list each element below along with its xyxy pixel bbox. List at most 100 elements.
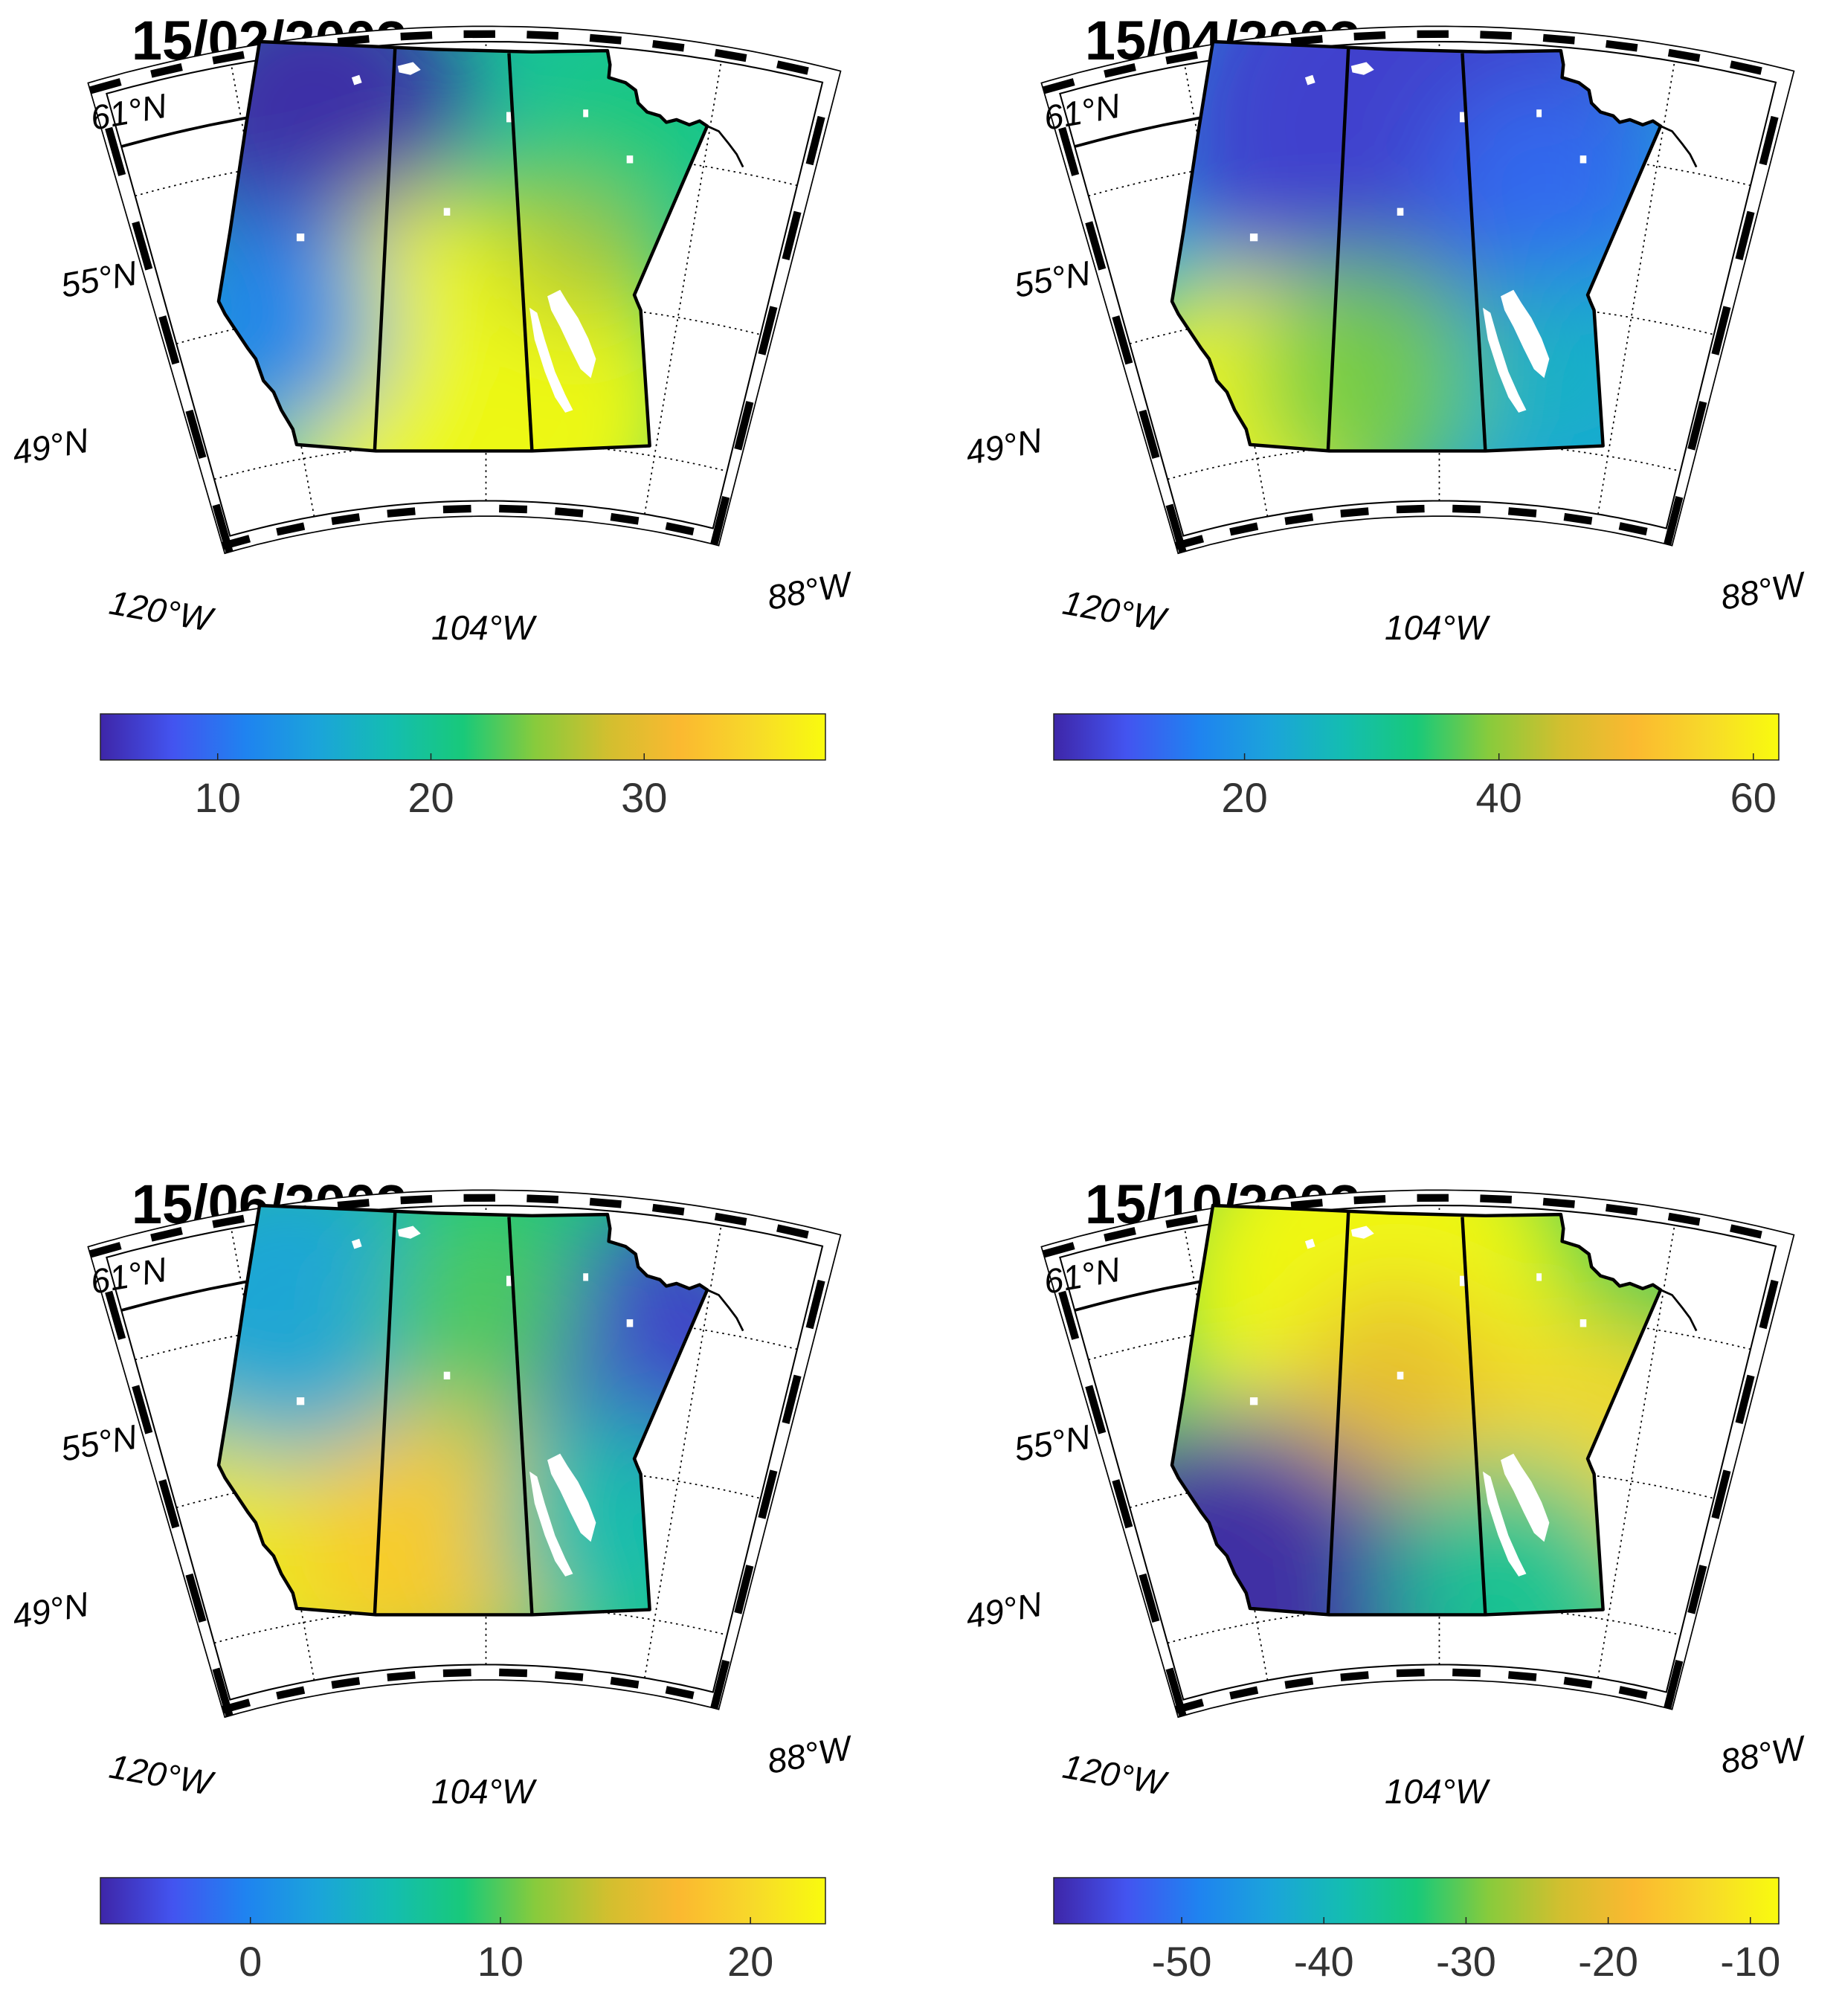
frame-segment (1165, 503, 1187, 553)
frame-segment (554, 507, 584, 518)
frame-segment (337, 1199, 370, 1210)
frame-segment (1606, 1203, 1638, 1216)
map-area (1040, 25, 1795, 555)
frame-segment (1563, 1676, 1593, 1689)
frame-segment (1759, 1279, 1779, 1330)
frame-segment (554, 1671, 584, 1681)
colorbar-tick-label: -30 (1436, 1938, 1496, 1985)
colorbar-tick-label: 60 (1730, 774, 1777, 821)
lake (1536, 109, 1542, 117)
frame-segment (1104, 63, 1136, 78)
frame-segment (1480, 30, 1513, 40)
frame-segment (1058, 126, 1080, 176)
province-border (373, 46, 397, 451)
lake (547, 289, 596, 379)
frame-segment (1284, 1677, 1314, 1689)
longitude-line (644, 1225, 722, 1678)
longitude-label: 104°W (431, 1772, 538, 1811)
colorbar-tick-label: 20 (408, 774, 454, 821)
colorbar-tick-label: 10 (477, 1938, 524, 1985)
latitude-label: 49°N (963, 421, 1046, 472)
frame-segment (1165, 1214, 1198, 1228)
frame-segment (1085, 221, 1107, 271)
frame-segment (276, 522, 306, 536)
frame-segment (212, 1214, 245, 1228)
colorbar-tick-label: 40 (1476, 774, 1522, 821)
field-blob (219, 42, 468, 270)
frame-segment (499, 1668, 527, 1678)
frame-segment (1353, 1194, 1386, 1205)
frame-segment (1711, 1469, 1731, 1519)
frame-segment (526, 1194, 559, 1204)
hudson-bay-coast (1660, 125, 1698, 168)
colorbar-tick-label: -50 (1152, 1938, 1212, 1985)
field-blob (1172, 1407, 1461, 1615)
colorbar-tick-label: 20 (1221, 774, 1267, 821)
latitude-label: 55°N (1011, 254, 1094, 305)
frame-segment (212, 503, 234, 553)
frame-segment (1730, 1224, 1762, 1239)
province-border (1461, 53, 1487, 451)
frame-segment (185, 1573, 207, 1623)
province-border (507, 1217, 534, 1615)
frame-segment (734, 401, 754, 451)
frame-segment (758, 306, 778, 355)
frame-segment (1759, 115, 1779, 166)
lake (626, 1319, 634, 1327)
frame-segment (1042, 1242, 1075, 1258)
frame-segment (88, 78, 122, 94)
frame-segment (1112, 1479, 1133, 1529)
colorbar-tick-label: 20 (727, 1938, 773, 1985)
longitude-label: 88°W (764, 1727, 857, 1781)
frame-segment (1396, 1668, 1425, 1678)
frame-segment (1340, 1671, 1369, 1681)
province-border (507, 53, 534, 451)
province-border (1326, 46, 1350, 451)
lake (1482, 307, 1527, 413)
frame-segment (782, 210, 802, 261)
latitude-label: 49°N (10, 1585, 92, 1636)
field-blob (219, 1205, 443, 1459)
longitude-label: 104°W (431, 608, 538, 647)
province-border (1461, 1217, 1487, 1615)
lake (1397, 207, 1404, 216)
frame-segment (665, 1686, 695, 1699)
latitude-label: 49°N (10, 421, 92, 472)
colorbar-tick-label: 0 (239, 1938, 262, 1985)
frame-segment (776, 60, 809, 75)
lake (1579, 155, 1587, 164)
frame-segment (526, 30, 559, 40)
province-outline (1170, 39, 1663, 453)
longitude-label: 104°W (1385, 608, 1491, 647)
frame-segment (88, 1242, 122, 1258)
frame-segment (710, 1659, 730, 1710)
lake (1350, 62, 1374, 75)
lake (1304, 74, 1316, 86)
province-outline (216, 39, 709, 453)
lake (296, 1397, 305, 1405)
frame-segment (185, 409, 207, 460)
colorbar-tick-label: 10 (195, 774, 241, 821)
frame-segment (442, 1668, 471, 1678)
frame-segment (1735, 210, 1755, 261)
field-blob (379, 1205, 584, 1408)
frame-segment (331, 513, 361, 525)
frame-segment (610, 512, 640, 525)
frame-segment (1042, 78, 1075, 94)
frame-segment (714, 48, 747, 62)
field-blob (1249, 257, 1492, 451)
colorbar (100, 713, 826, 761)
lake (1397, 1371, 1404, 1379)
frame-segment (105, 1290, 126, 1340)
frame-segment (1290, 1199, 1323, 1210)
frame-segment (1112, 315, 1133, 365)
field-blob (219, 211, 385, 442)
frame-segment (212, 51, 245, 65)
frame-segment (782, 1374, 802, 1425)
longitude-label: 120°W (1060, 1747, 1171, 1803)
frame-segment (1290, 35, 1323, 46)
hudson-bay-coast (1660, 1289, 1698, 1332)
